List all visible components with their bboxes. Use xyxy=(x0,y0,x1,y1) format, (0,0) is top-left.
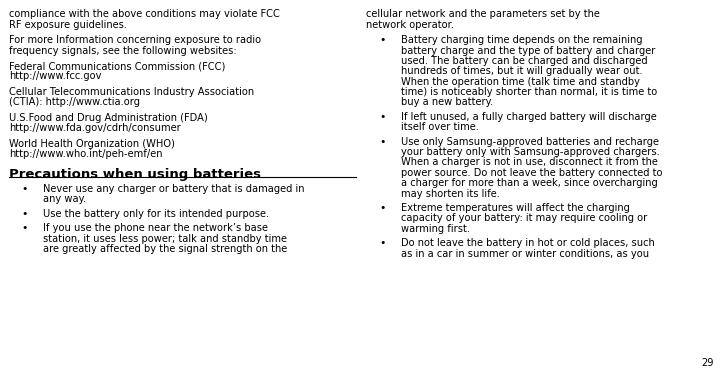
Text: Do not leave the battery in hot or cold places, such: Do not leave the battery in hot or cold … xyxy=(401,238,654,248)
Text: Precautions when using batteries: Precautions when using batteries xyxy=(9,169,261,181)
Text: Never use any charger or battery that is damaged in: Never use any charger or battery that is… xyxy=(43,184,305,194)
Text: •: • xyxy=(379,112,386,122)
Text: Cellular Telecommunications Industry Association: Cellular Telecommunications Industry Ass… xyxy=(9,87,254,97)
Text: World Health Organization (WHO): World Health Organization (WHO) xyxy=(9,138,175,149)
Text: •: • xyxy=(379,238,386,248)
Text: used. The battery can be charged and discharged: used. The battery can be charged and dis… xyxy=(401,56,648,66)
Text: (CTIA): http://www.ctia.org: (CTIA): http://www.ctia.org xyxy=(9,97,139,107)
Text: For more Information concerning exposure to radio: For more Information concerning exposure… xyxy=(9,35,261,45)
Text: hundreds of times, but it will gradually wear out.: hundreds of times, but it will gradually… xyxy=(401,66,643,77)
Text: may shorten its life.: may shorten its life. xyxy=(401,188,500,199)
Text: •: • xyxy=(379,35,386,45)
Text: Battery charging time depends on the remaining: Battery charging time depends on the rem… xyxy=(401,35,642,45)
Text: cellular network and the parameters set by the: cellular network and the parameters set … xyxy=(366,9,600,20)
Text: network operator.: network operator. xyxy=(366,20,454,30)
Text: frequency signals, see the following websites:: frequency signals, see the following web… xyxy=(9,46,236,56)
Text: buy a new battery.: buy a new battery. xyxy=(401,97,493,107)
Text: time) is noticeably shorter than normal, it is time to: time) is noticeably shorter than normal,… xyxy=(401,87,657,97)
Text: capacity of your battery: it may require cooling or: capacity of your battery: it may require… xyxy=(401,213,647,223)
Text: •: • xyxy=(22,209,28,219)
Text: http://www.fda.gov/cdrh/consumer: http://www.fda.gov/cdrh/consumer xyxy=(9,123,180,133)
Text: When a charger is not in use, disconnect it from the: When a charger is not in use, disconnect… xyxy=(401,158,658,167)
Text: •: • xyxy=(379,137,386,147)
Text: If you use the phone near the network’s base: If you use the phone near the network’s … xyxy=(43,223,269,233)
Text: Use only Samsung-approved batteries and recharge: Use only Samsung-approved batteries and … xyxy=(401,137,658,147)
Text: itself over time.: itself over time. xyxy=(401,122,479,132)
Text: warming first.: warming first. xyxy=(401,224,470,234)
Text: When the operation time (talk time and standby: When the operation time (talk time and s… xyxy=(401,77,640,87)
Text: http://www.fcc.gov: http://www.fcc.gov xyxy=(9,71,101,81)
Text: •: • xyxy=(379,203,386,213)
Text: Extreme temperatures will affect the charging: Extreme temperatures will affect the cha… xyxy=(401,203,630,213)
Text: any way.: any way. xyxy=(43,194,87,204)
Text: your battery only with Samsung-approved chargers.: your battery only with Samsung-approved … xyxy=(401,147,659,157)
Text: If left unused, a fully charged battery will discharge: If left unused, a fully charged battery … xyxy=(401,112,656,122)
Text: 29: 29 xyxy=(701,357,713,368)
Text: battery charge and the type of battery and charger: battery charge and the type of battery a… xyxy=(401,46,655,56)
Text: as in a car in summer or winter conditions, as you: as in a car in summer or winter conditio… xyxy=(401,248,649,259)
Text: a charger for more than a week, since overcharging: a charger for more than a week, since ov… xyxy=(401,178,658,188)
Text: RF exposure guidelines.: RF exposure guidelines. xyxy=(9,20,126,30)
Text: •: • xyxy=(22,184,28,194)
Text: U.S.Food and Drug Administration (FDA): U.S.Food and Drug Administration (FDA) xyxy=(9,113,207,123)
Text: •: • xyxy=(22,223,28,233)
Text: compliance with the above conditions may violate FCC: compliance with the above conditions may… xyxy=(9,9,279,20)
Text: are greatly affected by the signal strength on the: are greatly affected by the signal stren… xyxy=(43,244,287,254)
Text: power source. Do not leave the battery connected to: power source. Do not leave the battery c… xyxy=(401,168,662,178)
Text: Use the battery only for its intended purpose.: Use the battery only for its intended pu… xyxy=(43,209,269,219)
Text: http://www.who.int/peh-emf/en: http://www.who.int/peh-emf/en xyxy=(9,149,162,159)
Text: station, it uses less power; talk and standby time: station, it uses less power; talk and st… xyxy=(43,234,287,244)
Text: Federal Communications Commission (FCC): Federal Communications Commission (FCC) xyxy=(9,61,225,71)
